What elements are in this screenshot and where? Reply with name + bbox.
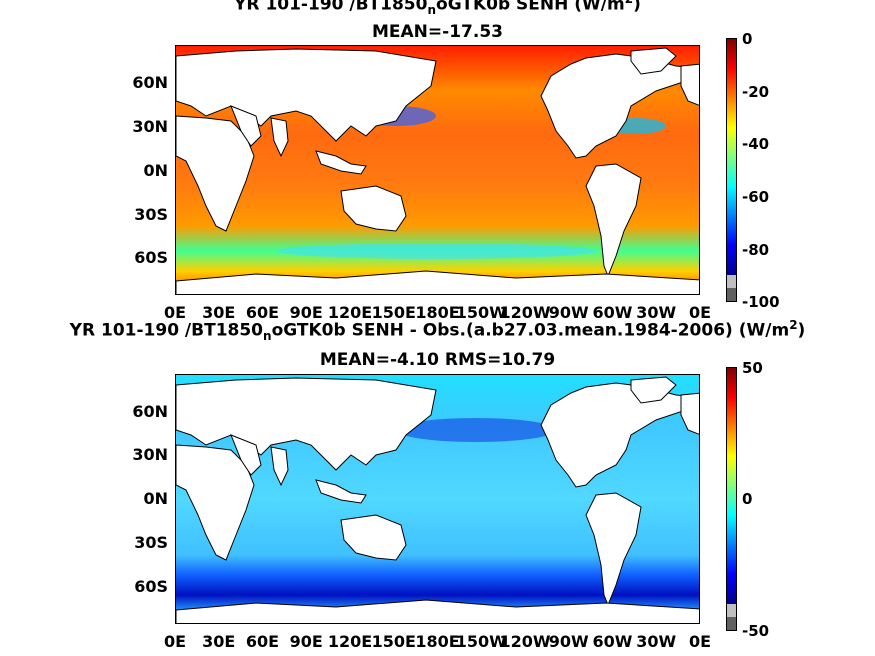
panel1-map-svg [176,46,699,294]
panel2-lat-60S: 60S [134,577,168,596]
panel2-lat-60N: 60N [132,402,168,421]
panel2-map [175,374,700,624]
panel2-lon-tick-2: 60E [245,632,280,651]
panel1-lat-0N: 0N [143,161,168,180]
panel1-lon-tick-0: 0E [163,303,187,322]
panel2-lon-tick-6: 180E [415,632,460,651]
panel2-lon-tick-4: 120E [327,632,373,651]
panel1-colorbar-svg [727,39,736,301]
panel2-stats: MEAN=-4.10 RMS=10.79 [319,350,556,370]
panel1-cbar-tick-4: -80 [742,241,770,259]
panel1-lat-30N: 30N [132,117,168,136]
panel2-lon-axis: 0E 30E 60E 90E 120E 150E 180E 150W 120W 90W 60W 30W… [164,632,724,652]
panel1-cbar-tick-2: -40 [742,135,770,153]
panel2-cbar-tick-0: 0 [742,490,753,508]
panel2-title-suffix: ) [797,320,806,341]
panel2-north-pacific-anomaly [396,418,556,442]
panel1-lon-tick-11: 30W [636,303,677,322]
panel1-lon-tick-12: 0E [688,303,712,322]
panel2-lon-tick-3: 90E [289,632,323,651]
panel1-cbar-tick-5: -100 [742,293,780,311]
panel2-cbar-tick-50: 50 [742,359,763,377]
panel1-lon-tick-8: 120W [499,303,551,322]
panel2-lon-tick-5: 150E [371,632,416,651]
panel1-lon-tick-10: 60W [592,303,633,322]
panel1-lon-tick-3: 90E [289,303,323,322]
panel1-title: YR 101-190 /BT1850noGTK0b SENH (W/m2) [0,0,875,17]
panel1-lon-tick-1: 30E [202,303,236,322]
panel1-title-sub: n [427,3,437,18]
panel1-title-suffix: ) [633,0,641,15]
panel2-cbar-tick-neg50: -50 [742,622,770,640]
panel2-lon-tick-11: 30W [636,632,677,651]
panel2-lat-30S: 30S [134,533,168,552]
panel1-lon-tick-6: 180E [415,303,460,322]
panel2-colorbar-svg [727,368,736,630]
panel2-title-mid: oGTK0b SENH - Obs.(a.b27.03.mean.1984-20… [271,320,790,341]
panel1-title-sup: 2 [625,0,633,6]
panel2-lon-tick-7: 150W [455,632,507,651]
panel2-lon-tick-9: 90W [548,632,589,651]
panel1-lon-tick-2: 60E [245,303,280,322]
panel2-title-sup: 2 [789,318,798,332]
panel2-lon-tick-12: 0E [688,632,712,651]
panel1-southern-ocean-band [276,243,596,259]
panel1-cbar-tick-0: 0 [742,30,753,48]
panel1-lat-60S: 60S [134,248,168,267]
panel2-lon-tick-1: 30E [202,632,236,651]
panel1-cbar-tick-1: -20 [742,83,770,101]
panel1-map [175,45,700,295]
panel2-lon-tick-0: 0E [163,632,187,651]
panel2-title-prefix: YR 101-190 /BT1850 [69,320,264,341]
panel2-title: YR 101-190 /BT1850noGTK0b SENH - Obs.(a.… [0,318,875,343]
panel1-lat-60N: 60N [132,73,168,92]
panel2-lon-tick-8: 120W [499,632,551,651]
panel1-cbar-tick-3: -60 [742,188,770,206]
panel1-title-mid: oGTK0b SENH (W/m [436,0,625,15]
panel2-lat-30N: 30N [132,445,168,464]
panel1-lat-30S: 30S [134,205,168,224]
panel2-lat-0N: 0N [143,489,168,508]
panel2-lon-tick-10: 60W [592,632,633,651]
panel1-stats: MEAN=-17.53 [372,22,503,42]
panel1-lon-axis: 0E 30E 60E 90E 120E 150E 180E 150W 120W 90W 60W 30W… [164,303,724,323]
panel2-colorbar [726,367,737,631]
panel1-lon-tick-9: 90W [548,303,589,322]
panel1-title-prefix: YR 101-190 /BT1850 [234,0,428,15]
panel2-title-sub: n [263,329,272,344]
panel1-colorbar [726,38,737,302]
panel1-lon-tick-4: 120E [327,303,373,322]
panel2-map-svg [176,375,699,623]
panel1-lon-tick-5: 150E [371,303,416,322]
panel1-lon-tick-7: 150W [455,303,507,322]
